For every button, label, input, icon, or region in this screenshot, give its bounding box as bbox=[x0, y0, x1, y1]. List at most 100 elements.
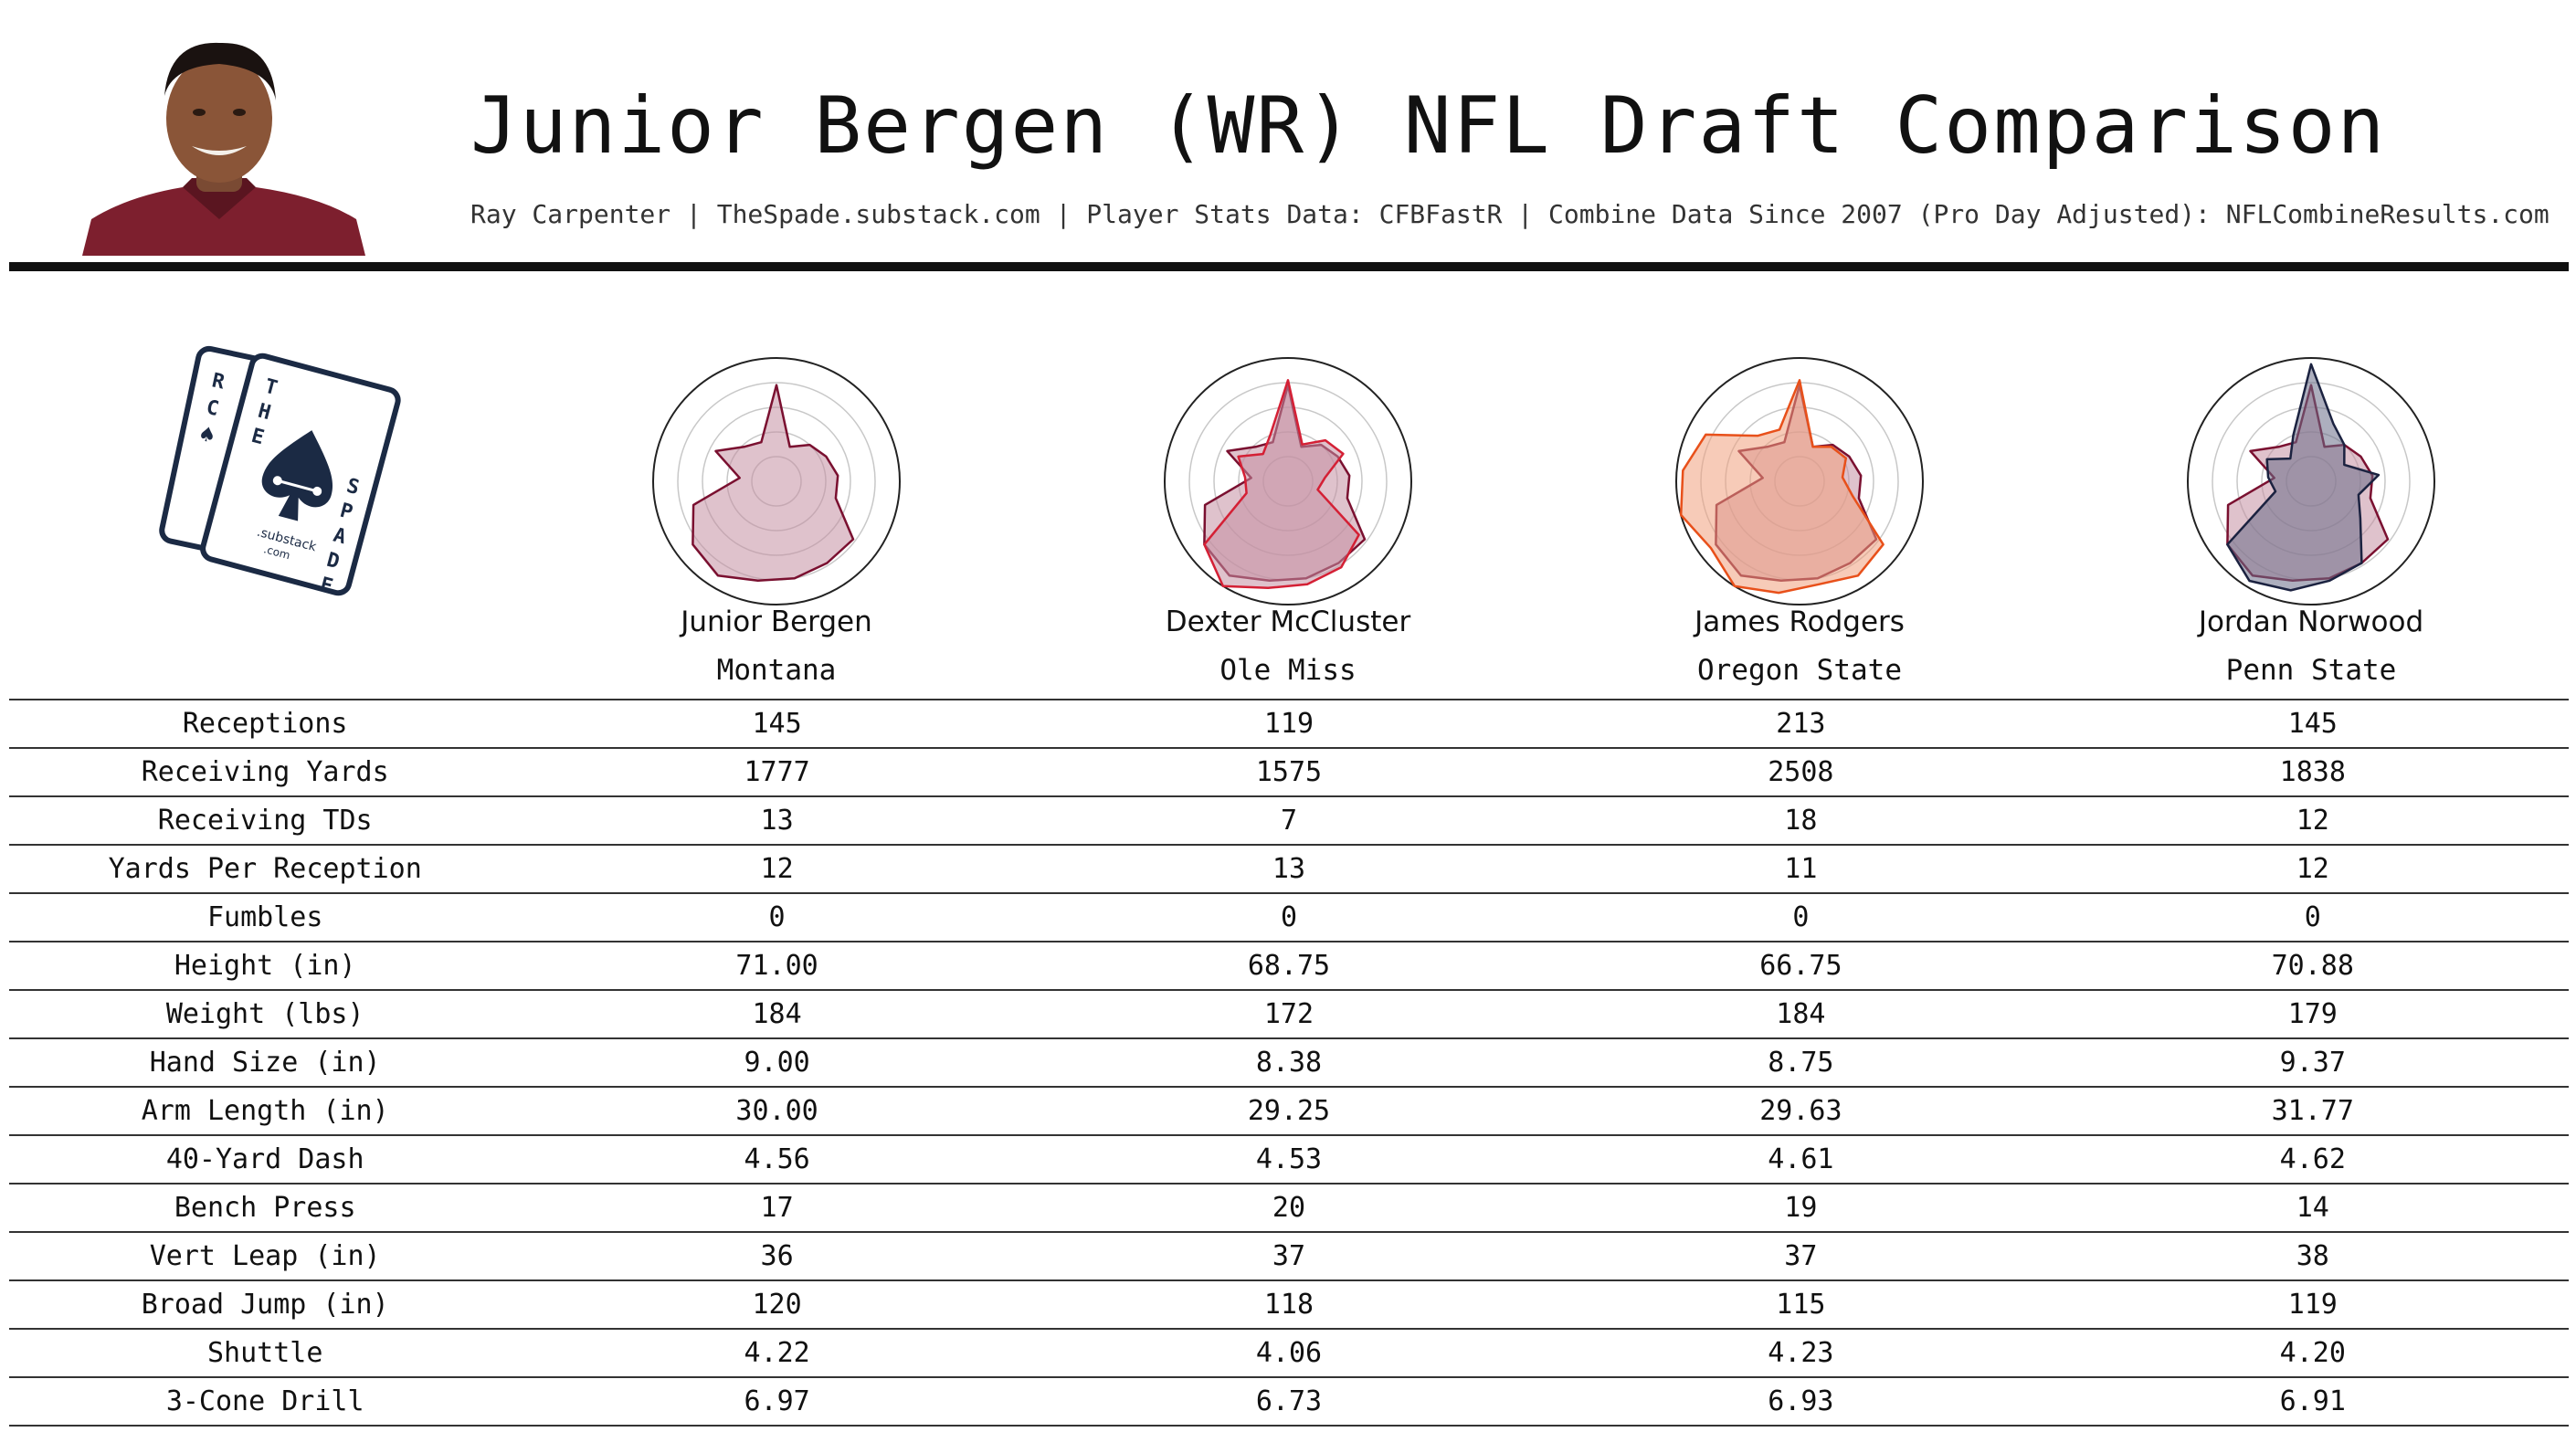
logo-letter-s: S bbox=[344, 475, 362, 500]
stat-value: 119 bbox=[1263, 708, 1314, 740]
stat-value: 6.73 bbox=[1255, 1385, 1323, 1417]
stat-value: 4.20 bbox=[2279, 1337, 2346, 1369]
stat-value: 179 bbox=[2287, 998, 2338, 1030]
stat-label: Receptions bbox=[182, 708, 348, 740]
player-school: Penn State bbox=[2225, 654, 2397, 687]
logo-letter-p: P bbox=[337, 500, 354, 525]
stat-value: 172 bbox=[1263, 998, 1314, 1030]
table-row: Weight (lbs) 184 172 184 179 bbox=[9, 990, 2569, 1038]
stat-label: Hand Size (in) bbox=[149, 1047, 381, 1079]
stat-value: 4.53 bbox=[1255, 1143, 1323, 1175]
stat-value: 7 bbox=[1280, 805, 1297, 837]
stat-value: 6.97 bbox=[744, 1385, 810, 1417]
stat-value: 1777 bbox=[744, 756, 810, 788]
player-school: Ole Miss bbox=[1219, 654, 1357, 687]
radar-grid-ring bbox=[2187, 357, 2435, 605]
stat-value: 2508 bbox=[1768, 756, 1834, 788]
stat-value: 12 bbox=[2296, 805, 2329, 837]
stat-value: 9.00 bbox=[744, 1047, 810, 1079]
stat-label: Weight (lbs) bbox=[165, 998, 364, 1030]
stat-value: 6.93 bbox=[1768, 1385, 1834, 1417]
stat-value: 145 bbox=[752, 708, 802, 740]
logo-letter-c: C bbox=[204, 396, 220, 421]
stat-value: 8.75 bbox=[1768, 1047, 1834, 1079]
stat-value: 1838 bbox=[2279, 756, 2346, 788]
stat-label: Receiving TDs bbox=[157, 805, 373, 837]
table-row: Height (in) 71.00 68.75 66.75 70.88 bbox=[9, 942, 2569, 990]
logo-letter-a: A bbox=[331, 524, 348, 550]
stat-value: 36 bbox=[760, 1240, 794, 1272]
stat-value: 9.37 bbox=[2279, 1047, 2346, 1079]
radar-series-junior-bergen bbox=[692, 384, 855, 583]
stat-value: 145 bbox=[2287, 708, 2338, 740]
stat-value: 4.22 bbox=[744, 1337, 810, 1369]
spade-icon bbox=[261, 430, 333, 521]
the-spade-logo: R C ♠ T H E S P A D E .substack .com bbox=[155, 342, 411, 607]
header-divider bbox=[9, 262, 2569, 271]
radar-chart-dexter-mccluster bbox=[1156, 349, 1420, 614]
table-row: Shuttle 4.22 4.06 4.23 4.20 bbox=[9, 1329, 2569, 1377]
stat-label: Arm Length (in) bbox=[141, 1095, 389, 1127]
stat-value: 0 bbox=[2304, 901, 2321, 933]
stat-value: 19 bbox=[1784, 1192, 1818, 1224]
stat-value: 0 bbox=[1792, 901, 1810, 933]
stat-value: 184 bbox=[752, 998, 802, 1030]
stat-value: 184 bbox=[1776, 998, 1826, 1030]
player-school: Oregon State bbox=[1697, 654, 1902, 687]
stat-value: 20 bbox=[1272, 1192, 1306, 1224]
radar-chart-james-rodgers bbox=[1667, 349, 1932, 614]
front-card: T H E S P A D E .substack .com bbox=[200, 353, 401, 598]
stat-value: 31.77 bbox=[2271, 1095, 2354, 1127]
table-row: Receiving TDs 13 7 18 12 bbox=[9, 796, 2569, 845]
stat-value: 11 bbox=[1784, 853, 1818, 885]
stat-value: 8.38 bbox=[1255, 1047, 1323, 1079]
table-row: Broad Jump (in) 120 118 115 119 bbox=[9, 1280, 2569, 1329]
radar-grid-ring bbox=[1164, 357, 1412, 605]
stat-value: 29.25 bbox=[1247, 1095, 1331, 1127]
stat-value: 4.23 bbox=[1768, 1337, 1834, 1369]
table-row: Vert Leap (in) 36 37 37 38 bbox=[9, 1232, 2569, 1280]
stat-label: Bench Press bbox=[174, 1192, 356, 1224]
player-name: James Rodgers bbox=[1694, 605, 1905, 638]
radar-series-dexter-mccluster bbox=[1203, 379, 1360, 590]
table-row: Fumbles 0 0 0 0 bbox=[9, 893, 2569, 942]
stat-value: 71.00 bbox=[735, 950, 818, 982]
stat-value: 12 bbox=[760, 853, 794, 885]
stat-value: 13 bbox=[760, 805, 794, 837]
jersey-shape bbox=[82, 187, 365, 256]
player-name: Junior Bergen bbox=[681, 605, 872, 638]
stat-value: 17 bbox=[760, 1192, 794, 1224]
radar-grid-ring bbox=[652, 357, 901, 605]
stat-value: 4.61 bbox=[1768, 1143, 1834, 1175]
logo-letter-d: D bbox=[324, 549, 342, 574]
stat-value: 118 bbox=[1263, 1289, 1314, 1321]
stat-value: 68.75 bbox=[1247, 950, 1331, 982]
stat-value: 6.91 bbox=[2279, 1385, 2346, 1417]
table-row: 3-Cone Drill 6.97 6.73 6.93 6.91 bbox=[9, 1377, 2569, 1426]
player-school: Montana bbox=[716, 654, 837, 687]
logo-letter-r: R bbox=[210, 369, 227, 394]
page-subtitle: Ray Carpenter | TheSpade.substack.com | … bbox=[470, 199, 2550, 229]
stat-value: 66.75 bbox=[1759, 950, 1842, 982]
stat-value: 37 bbox=[1272, 1240, 1306, 1272]
stat-value: 115 bbox=[1776, 1289, 1826, 1321]
stats-table: Receptions 145 119 213 145 Receiving Yar… bbox=[9, 699, 2569, 1427]
stat-label: Yards Per Reception bbox=[108, 853, 422, 885]
radar-series-james-rodgers bbox=[1679, 379, 1884, 595]
stat-label: Broad Jump (in) bbox=[141, 1289, 389, 1321]
logo-letter-h: H bbox=[256, 400, 273, 426]
stat-value: 38 bbox=[2296, 1240, 2329, 1272]
stat-value: 4.56 bbox=[744, 1143, 810, 1175]
table-row: 40-Yard Dash 4.56 4.53 4.61 4.62 bbox=[9, 1135, 2569, 1184]
radar-chart-junior-bergen bbox=[644, 349, 909, 614]
stat-label: Vert Leap (in) bbox=[149, 1240, 381, 1272]
face-shape bbox=[166, 55, 272, 183]
logo-letter-e: E bbox=[248, 425, 266, 450]
player-name: Jordan Norwood bbox=[2198, 605, 2424, 638]
stat-value: 119 bbox=[2287, 1289, 2338, 1321]
stat-value: 0 bbox=[768, 901, 786, 933]
stat-label: Receiving Yards bbox=[141, 756, 389, 788]
stat-value: 37 bbox=[1784, 1240, 1818, 1272]
page-title: Junior Bergen (WR) NFL Draft Comparison bbox=[470, 80, 2387, 172]
stat-value: 70.88 bbox=[2271, 950, 2354, 982]
